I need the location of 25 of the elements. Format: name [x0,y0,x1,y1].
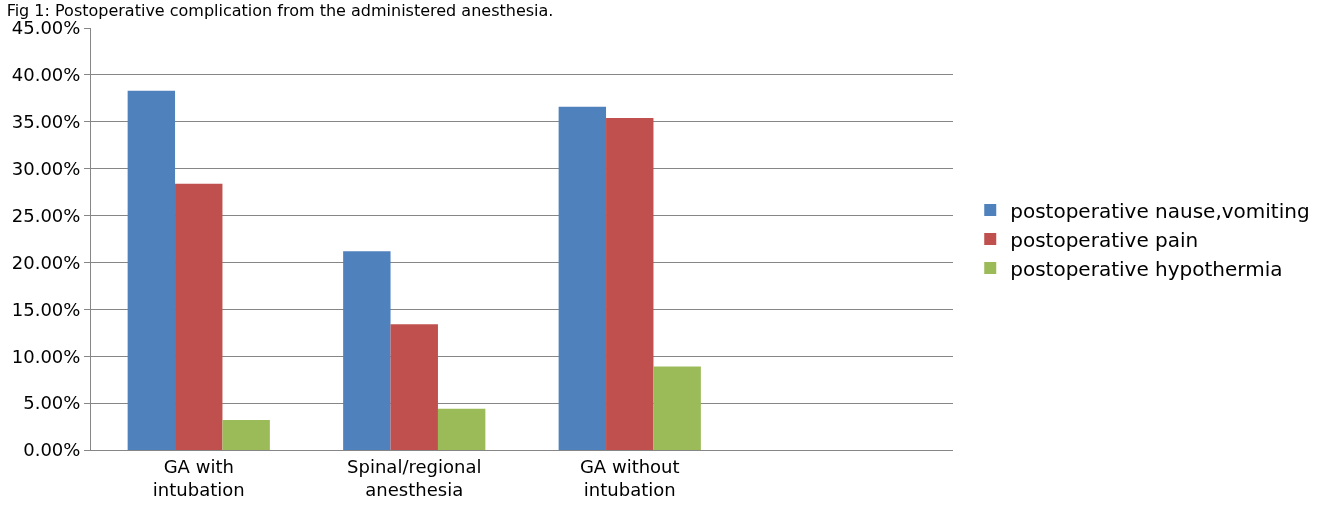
bar [606,118,654,450]
x-tick-label: Spinal/regional anesthesia [347,455,482,500]
y-tick-label: 20.00% [11,251,81,273]
bar [653,366,701,450]
y-tick-label: 15.00% [11,298,81,320]
y-tick-label: 40.00% [11,64,81,86]
bar [558,106,607,450]
bar [343,251,391,450]
bar [175,183,223,450]
legend-label: postoperative pain [1010,227,1199,252]
y-tick-label: 35.00% [11,111,81,133]
chart-title: Fig 1: Postoperative complication from the administered anesthesia. [6,1,554,21]
bar [437,408,486,450]
bar [127,90,176,450]
legend-label: postoperative nause,vomiting [1010,198,1310,223]
y-tick-label: 10.00% [11,345,81,367]
bar [390,324,438,450]
bar [222,419,270,450]
y-tick-label: 5.00% [23,392,81,414]
legend-label: postoperative hypothermia [1010,256,1283,281]
x-tick-label: GA without intubation [579,455,680,500]
y-tick-label: 0.00% [23,439,81,461]
y-tick-label: 25.00% [11,204,81,226]
y-tick-label: 30.00% [11,157,81,179]
x-tick-label: GA with intubation [152,455,245,500]
